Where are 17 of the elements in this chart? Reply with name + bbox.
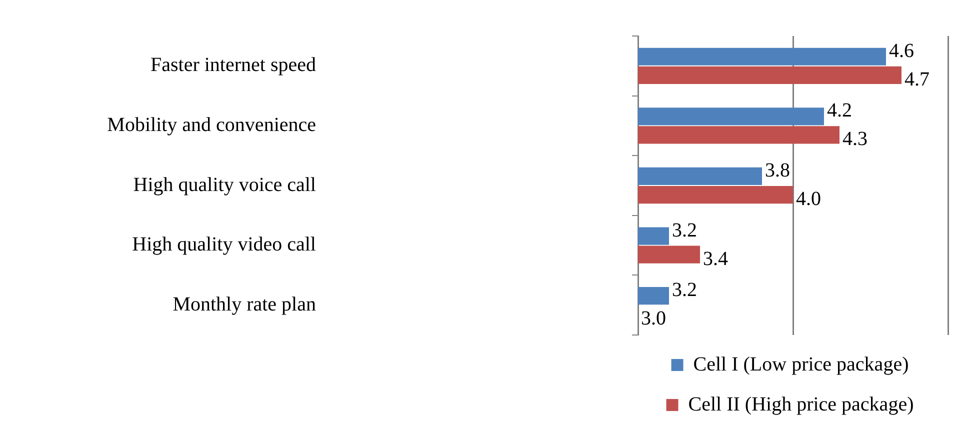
y-tick-label: High quality voice call (133, 174, 316, 196)
y-tick-label: High quality video call (132, 234, 316, 256)
data-label: 4.0 (796, 188, 821, 210)
data-label: 4.3 (842, 128, 868, 150)
data-label: 4.7 (904, 68, 930, 90)
data-label: 4.6 (889, 40, 914, 62)
data-label: 3.8 (765, 159, 790, 182)
data-label: 3.4 (703, 248, 728, 270)
data-label: 3.2 (672, 219, 697, 242)
data-label: 3.0 (641, 308, 666, 330)
y-tick-label: Mobility and convenience (107, 114, 316, 136)
data-label: 4.2 (827, 100, 852, 122)
legend-label: Cell I (Low price package) (693, 353, 909, 376)
legend-label: Cell II (High price package) (688, 393, 914, 416)
data-label: 3.2 (672, 279, 697, 302)
y-tick-label: Monthly rate plan (172, 293, 316, 316)
y-tick-label: Faster internet speed (150, 54, 316, 76)
